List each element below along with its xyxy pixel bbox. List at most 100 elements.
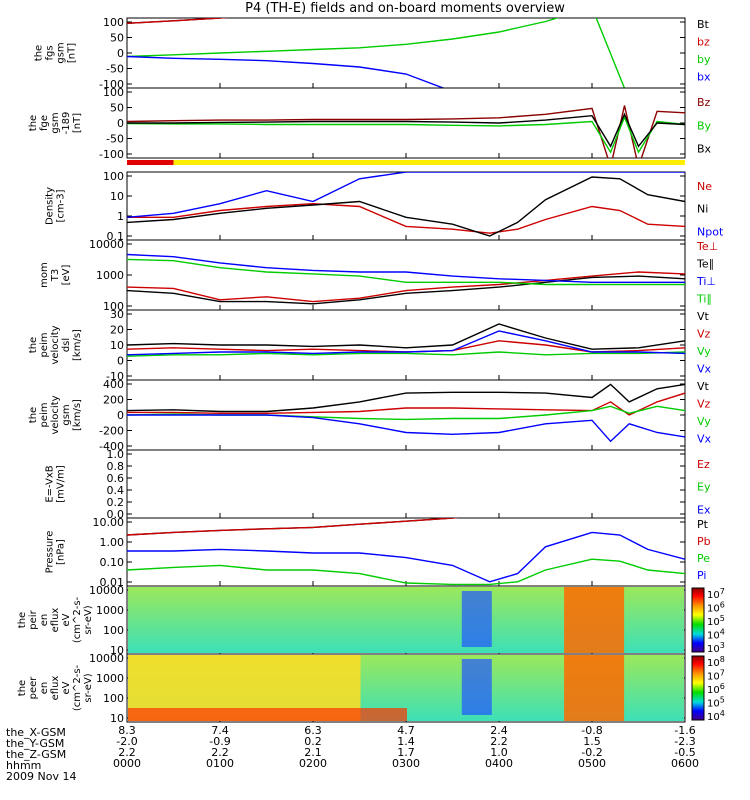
y-tick-label: 100 xyxy=(103,692,124,705)
legend-entry: Ti∥ xyxy=(696,293,712,306)
ephem-value: -0.9 xyxy=(209,735,230,748)
y-axis-label: the xyxy=(17,680,28,696)
y-axis-label: gsm xyxy=(50,112,61,133)
y-tick-label: 0 xyxy=(117,355,124,368)
ephem-value: 2.1 xyxy=(304,746,322,759)
y-tick-label: 1 xyxy=(117,210,124,223)
y-tick-label: 100 xyxy=(103,624,124,637)
colorbar-tick-label: 107 xyxy=(707,587,725,601)
y-axis-label: sr-eV) xyxy=(83,605,94,634)
ephem-value: 0500 xyxy=(578,757,606,770)
series-line-Ti∥ xyxy=(127,258,685,286)
colorbar-tick-label: 104 xyxy=(707,709,725,723)
ephem-value: -1.6 xyxy=(674,724,695,737)
y-axis-label: Density xyxy=(45,187,56,225)
y-axis-label: mom xyxy=(39,262,50,288)
ephem-label: the_X-GSM xyxy=(6,726,66,739)
y-axis-label: eV xyxy=(61,613,72,626)
series-line-Vz xyxy=(127,340,685,353)
y-axis-label: [km/s] xyxy=(72,329,83,361)
legend-entry: Ni xyxy=(697,203,708,216)
legend-entry: Vt xyxy=(697,310,710,323)
colorbar xyxy=(691,655,705,721)
y-axis-label: [nT] xyxy=(72,113,83,133)
y-tick-label: 0.10 xyxy=(100,556,125,569)
series-line-Pe xyxy=(127,558,685,586)
y-axis-label: peim xyxy=(39,402,50,427)
panel-peim_velocity_gsm: the peim velocity gsm [km/s] 400 200 0 -200 -400 V… xyxy=(28,378,712,453)
ephem-value: -0.5 xyxy=(674,746,695,759)
y-tick-label: 0.0 xyxy=(107,508,125,521)
ephem-label: hhmm xyxy=(6,759,42,772)
series-line-bx xyxy=(127,55,446,88)
mode-bar-segment xyxy=(127,160,174,165)
y-axis-label: the xyxy=(17,612,28,628)
legend-entry: Bx xyxy=(697,143,712,156)
legend-entry: By xyxy=(697,119,712,132)
ephem-value: 2.2 xyxy=(118,746,136,759)
ephem-value: 6.3 xyxy=(304,724,322,737)
y-tick-label: 1.0 xyxy=(107,448,125,461)
legend-entry: Pt xyxy=(697,518,709,531)
y-axis-label: velocity xyxy=(50,325,61,364)
ephem-value: 0600 xyxy=(671,757,699,770)
legend-entry: Vy xyxy=(697,345,711,358)
y-axis-label: peir xyxy=(28,609,39,629)
y-tick-label: 100 xyxy=(103,86,124,99)
y-axis-label: the xyxy=(28,407,39,423)
ephem-value: -2.0 xyxy=(116,735,137,748)
series-line-Ni xyxy=(127,176,685,237)
panel-fgs: the fgs gsm [nT] 100 50 0 -50 -100 Bt bz by bx xyxy=(34,16,711,91)
ephem-value: 1.4 xyxy=(397,735,415,748)
y-tick-label: -50 xyxy=(106,63,124,76)
series-line-Bt xyxy=(127,18,227,24)
panel-peir: the peir en eflux eV (cm^2-s-sr-eV) 10000 1000 1… xyxy=(17,584,725,657)
y-axis-label: peer xyxy=(28,676,39,700)
panel-frame xyxy=(126,517,686,587)
legend-entry: Bt xyxy=(697,18,710,31)
ephem-value: 0000 xyxy=(113,757,141,770)
y-tick-label: 0.6 xyxy=(107,472,125,485)
spectrogram-band xyxy=(461,659,492,715)
y-axis-label: gsm xyxy=(61,404,72,425)
y-tick-label: 100 xyxy=(103,16,124,29)
y-tick-label: -100 xyxy=(99,78,124,91)
ephem-value: 2.2 xyxy=(211,746,229,759)
series-line-By xyxy=(127,115,685,154)
y-tick-label: 10 xyxy=(110,339,124,352)
y-axis-label: [nT] xyxy=(67,43,78,63)
y-axis-label: peim xyxy=(39,332,50,357)
panel-density: Density [cm-3] 100 10 1 0.1 Ne Ni Npot xyxy=(45,170,724,243)
y-tick-label: 10.00 xyxy=(93,516,125,529)
y-tick-label: 30 xyxy=(110,308,124,321)
legend-entry: bx xyxy=(697,71,711,84)
series-line-Vt xyxy=(127,323,685,350)
y-tick-label: 0 xyxy=(117,409,124,422)
series-line-Pb xyxy=(127,518,460,536)
y-axis-label: sr-eV) xyxy=(83,673,94,702)
ephem-value: 2.4 xyxy=(490,724,508,737)
legend-entry: Npot xyxy=(697,225,724,238)
legend-entry: Te⊥ xyxy=(696,240,718,253)
y-axis-label: [km/s] xyxy=(72,399,83,431)
y-tick-label: -50 xyxy=(106,133,124,146)
y-axis-label: Pressure xyxy=(45,531,56,574)
series-line-Vt xyxy=(127,383,685,413)
y-tick-label: 0 xyxy=(117,47,124,60)
spectrogram-band xyxy=(564,655,625,721)
legend-entry: Ne xyxy=(697,180,712,193)
legend-entry: Vz xyxy=(697,398,711,411)
y-tick-label: 10000 xyxy=(89,584,124,597)
y-axis-label: (cm^2-s- xyxy=(72,596,83,643)
ephem-row-y: the_Y-GSM xyxy=(6,738,76,749)
colorbar-tick-label: 105 xyxy=(707,614,725,628)
panel-efield: E=-VxB [mV/m] 1.00.80.60.40.20.0 Ez Ey Ex xyxy=(45,448,711,521)
legend-entry: Ez xyxy=(697,458,710,471)
legend-entry: Pi xyxy=(697,569,706,582)
ephem-value: 4.7 xyxy=(397,724,415,737)
legend-entry: by xyxy=(697,53,711,66)
y-tick-label: 0.2 xyxy=(107,496,125,509)
y-axis-label: eflux xyxy=(50,608,61,633)
ephem-label: the_Y-GSM xyxy=(6,737,65,750)
y-axis-label: [cm-3] xyxy=(56,189,67,222)
